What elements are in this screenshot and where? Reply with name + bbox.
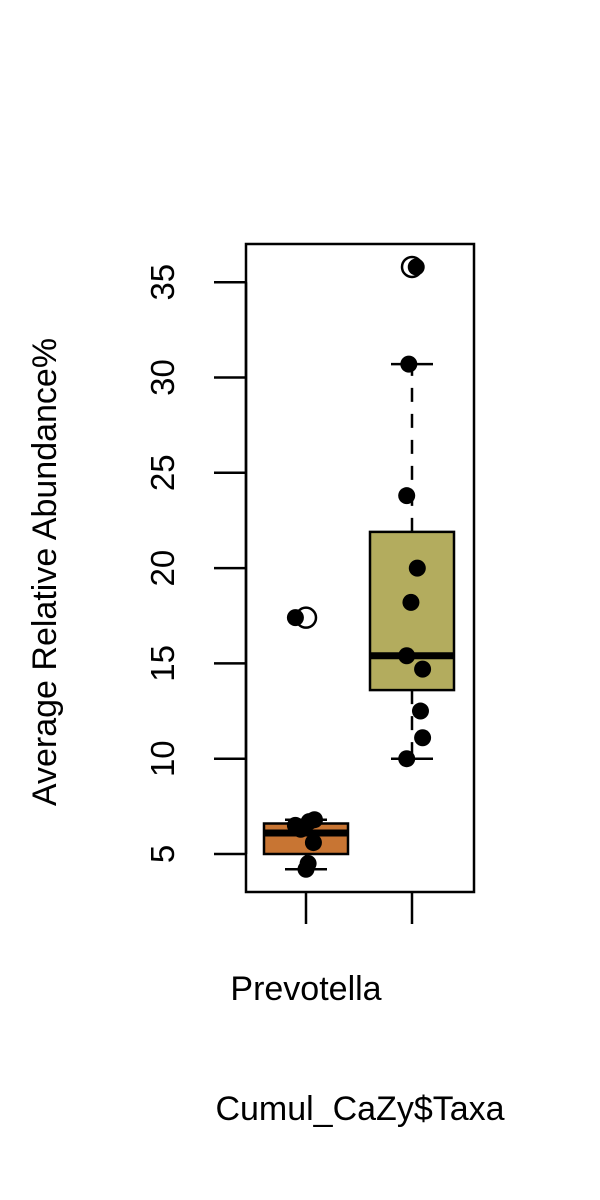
- data-point: [414, 660, 432, 678]
- y-axis-title: Average Relative Abundance%: [26, 338, 64, 806]
- data-point: [398, 750, 416, 768]
- y-tick-label: 35: [144, 264, 181, 301]
- y-tick-label: 10: [144, 740, 181, 777]
- data-point: [411, 702, 429, 720]
- data-point: [398, 647, 416, 665]
- y-tick-label: 5: [144, 845, 181, 863]
- y-tick-label: 30: [144, 359, 181, 396]
- data-point: [286, 609, 304, 627]
- data-point: [299, 855, 317, 873]
- data-point: [305, 811, 323, 829]
- data-point: [398, 487, 416, 505]
- box: [368, 530, 456, 692]
- y-tick-label: 20: [144, 550, 181, 587]
- box-group: [368, 255, 456, 768]
- data-point: [286, 816, 304, 834]
- data-point: [304, 834, 322, 852]
- y-tick-label: 15: [144, 645, 181, 682]
- box-group: [262, 606, 350, 878]
- data-point: [407, 258, 425, 276]
- y-tick-label: 25: [144, 454, 181, 491]
- data-point: [400, 355, 418, 373]
- y-axis: 5 10 15 20 25 30 35: [144, 264, 248, 863]
- x-axis: [304, 892, 414, 924]
- data-point: [414, 729, 432, 747]
- category-label: Prevotella: [230, 970, 381, 1008]
- x-axis-title: Cumul_CaZy$Taxa: [215, 1090, 504, 1128]
- chart-marks: [262, 255, 456, 878]
- data-point: [402, 593, 420, 611]
- data-point: [408, 559, 426, 577]
